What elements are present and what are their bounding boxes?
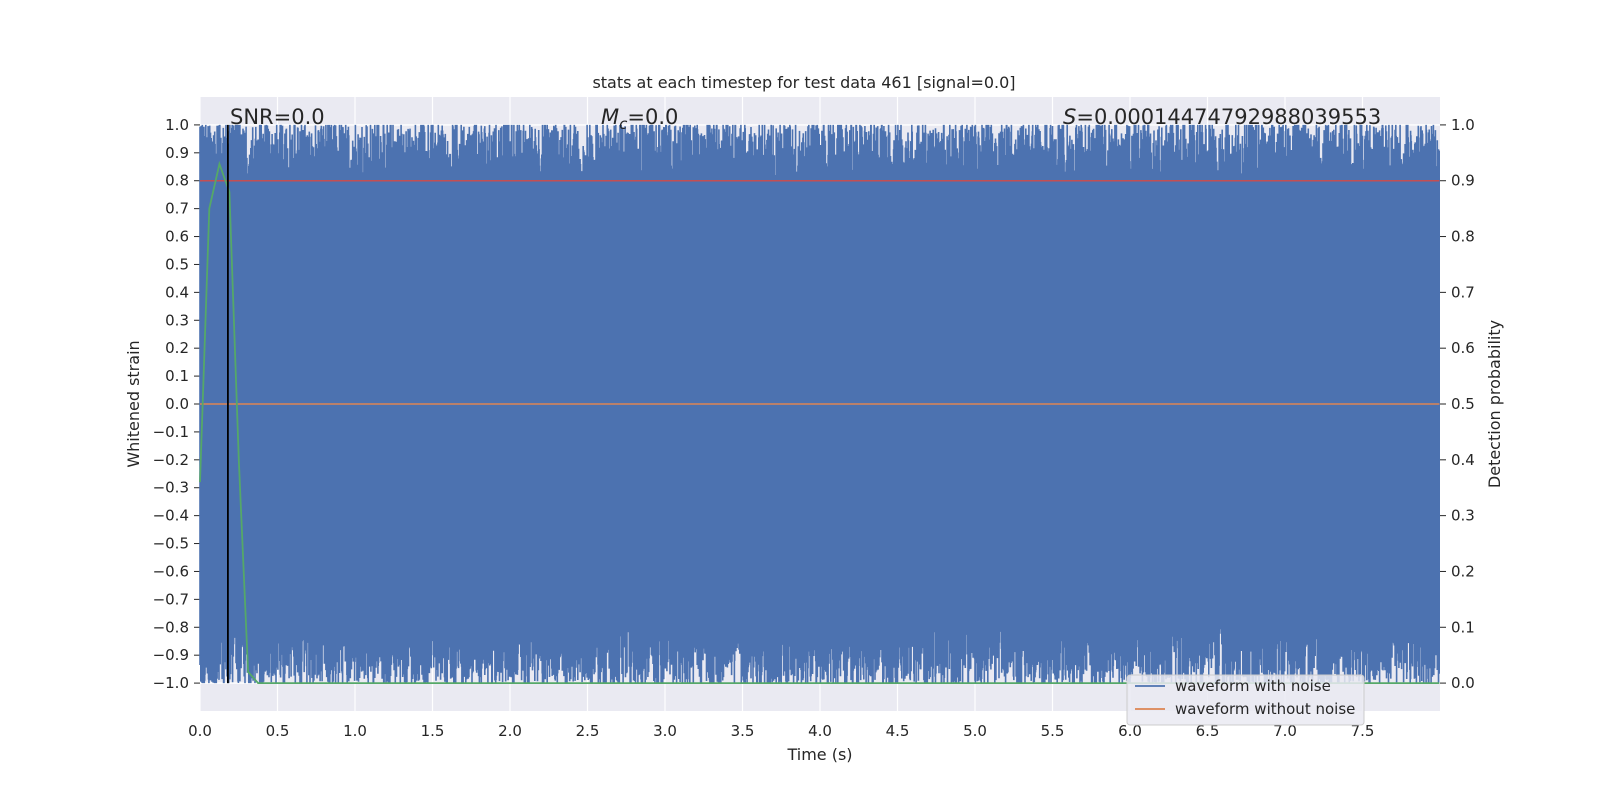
x-tick-label: 1.0 — [343, 722, 367, 740]
y-tick-label: −0.5 — [153, 535, 189, 553]
y2-tick-label: 1.0 — [1451, 116, 1475, 134]
y-tick-label: −1.0 — [153, 674, 189, 692]
y-tick-label: −0.3 — [153, 479, 189, 497]
legend-label: waveform without noise — [1175, 700, 1355, 718]
y2-tick-label: 0.5 — [1451, 395, 1475, 413]
y-tick-label: 0.8 — [165, 172, 189, 190]
y-axis-label: Whitened strain — [124, 340, 143, 467]
y2-tick-label: 0.3 — [1451, 507, 1475, 525]
y-tick-label: 0.1 — [165, 367, 189, 385]
x-tick-label: 3.5 — [731, 722, 755, 740]
y-tick-label: 1.0 — [165, 116, 189, 134]
y-tick-label: 0.3 — [165, 311, 189, 329]
x-tick-label: 0.5 — [266, 722, 290, 740]
y-tick-label: −0.7 — [153, 590, 189, 608]
y2-tick-label: 0.2 — [1451, 562, 1475, 580]
chart-title: stats at each timestep for test data 461… — [592, 73, 1015, 92]
x-tick-label: 4.5 — [886, 722, 910, 740]
y-tick-label: 0.2 — [165, 339, 189, 357]
x-axis-label: Time (s) — [786, 745, 852, 764]
y-tick-label: 0.9 — [165, 144, 189, 162]
y2-tick-label: 0.1 — [1451, 618, 1475, 636]
y-tick-label: −0.2 — [153, 451, 189, 469]
x-tick-label: 3.0 — [653, 722, 677, 740]
y-tick-label: 0.0 — [165, 395, 189, 413]
x-tick-label: 7.0 — [1273, 722, 1297, 740]
y2-tick-label: 0.0 — [1451, 674, 1475, 692]
y2-tick-label: 0.7 — [1451, 283, 1475, 301]
mc-annotation: Mc=0.0 — [601, 105, 678, 133]
legend-box — [1126, 674, 1365, 726]
legend-label: waveform with noise — [1175, 677, 1331, 695]
y-tick-label: −0.8 — [153, 618, 189, 636]
x-tick-label: 2.0 — [498, 722, 522, 740]
y-tick-label: 0.4 — [165, 283, 189, 301]
y-tick-label: −0.1 — [153, 423, 189, 441]
x-tick-label: 1.5 — [421, 722, 445, 740]
x-tick-label: 7.5 — [1351, 722, 1375, 740]
y-tick-label: −0.9 — [153, 646, 189, 664]
y2-tick-label: 0.9 — [1451, 172, 1475, 190]
x-tick-label: 5.5 — [1041, 722, 1065, 740]
x-tick-label: 6.5 — [1196, 722, 1220, 740]
s-annotation: S=0.00014474792988039553 — [1063, 105, 1381, 129]
y2-axis-label: Detection probability — [1485, 320, 1504, 488]
y2-tick-label: 0.4 — [1451, 451, 1475, 469]
legend: waveform with noise waveform without nois… — [1126, 674, 1365, 726]
y-tick-label: 0.6 — [165, 228, 189, 246]
y-tick-label: 0.5 — [165, 255, 189, 273]
x-tick-label: 5.0 — [963, 722, 987, 740]
x-tick-label: 2.5 — [576, 722, 600, 740]
y-tick-label: 0.7 — [165, 200, 189, 218]
detection-probability-line — [199, 160, 1440, 684]
snr-annotation: SNR=0.0 — [230, 105, 325, 129]
x-tick-label: 6.0 — [1118, 722, 1142, 740]
y2-tick-label: 0.8 — [1451, 228, 1475, 246]
y-tick-label: −0.6 — [153, 562, 189, 580]
y-tick-label: −0.4 — [153, 507, 189, 525]
x-tick-label: 0.0 — [188, 722, 212, 740]
x-tick-label: 4.0 — [808, 722, 832, 740]
y2-tick-label: 0.6 — [1451, 339, 1475, 357]
